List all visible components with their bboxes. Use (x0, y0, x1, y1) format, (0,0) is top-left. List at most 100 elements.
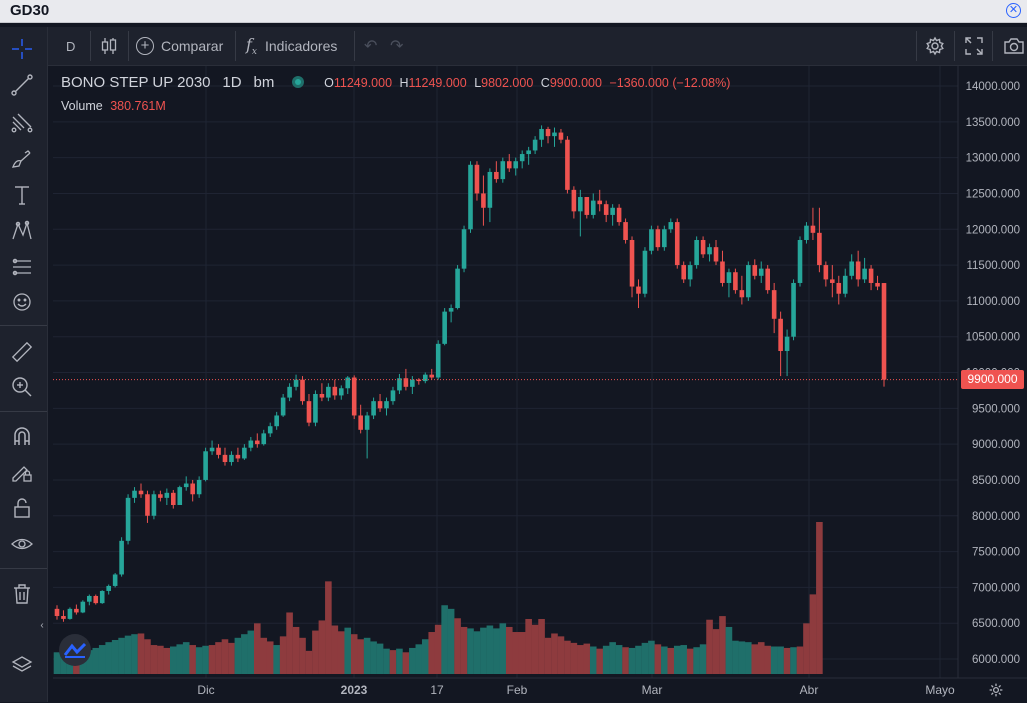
candle-body (442, 311, 447, 344)
volume-bar (544, 637, 552, 674)
lock-draw-icon[interactable] (8, 458, 36, 486)
volume-bar (441, 605, 448, 674)
compare-button[interactable]: + Comparar (136, 27, 223, 65)
time-tick-label: 17 (430, 683, 444, 697)
candle (306, 393, 312, 427)
volume-bar (370, 641, 377, 674)
fullscreen-icon[interactable] (964, 27, 984, 65)
candle-body (610, 207, 615, 215)
candle-body (287, 386, 292, 398)
text-icon[interactable] (8, 181, 36, 209)
volume-bar (234, 637, 242, 674)
volume-bar (292, 626, 300, 674)
candle (274, 411, 279, 430)
candle-body (862, 268, 867, 280)
fib-icon[interactable] (8, 109, 36, 137)
candle-body (300, 379, 305, 402)
candle-body (54, 608, 60, 617)
candle (532, 136, 538, 155)
candle-body (87, 595, 92, 602)
volume-bar (693, 647, 700, 674)
candle-body (700, 239, 706, 255)
volume-bar (215, 642, 222, 674)
candle-body (125, 497, 131, 541)
symbol-title[interactable]: BONO STEP UP 2030 (61, 74, 211, 91)
candle-body (500, 161, 506, 180)
candle-body (784, 336, 790, 352)
volume-bar (279, 636, 287, 674)
candle (578, 189, 583, 237)
candle-body (481, 193, 486, 208)
zoom-icon[interactable] (8, 373, 36, 401)
candle (571, 186, 577, 219)
candle-body (326, 386, 331, 398)
interval-button[interactable]: D (66, 38, 76, 54)
candle (190, 479, 195, 502)
candle (739, 275, 745, 305)
volume-bar (531, 624, 539, 674)
candle (216, 444, 221, 459)
forecast-icon[interactable] (8, 253, 36, 281)
volume-bar (648, 640, 655, 674)
trend-line-icon[interactable] (8, 71, 36, 99)
volume-label[interactable]: Volume (61, 99, 103, 113)
candle (474, 161, 480, 201)
magnet-icon[interactable] (8, 423, 36, 451)
lock-icon[interactable] (8, 494, 36, 522)
collapse-toolbar-icon[interactable]: ‹ (40, 619, 44, 631)
candle (855, 250, 861, 287)
volume-bar (221, 639, 229, 674)
candle (222, 447, 228, 466)
low-value: 9802.000 (481, 76, 534, 90)
candle (552, 127, 557, 147)
candle (229, 451, 234, 466)
indicators-button[interactable]: fx Indicadores (246, 27, 337, 65)
candle-body (358, 415, 363, 430)
tradingview-logo[interactable] (59, 634, 91, 666)
candle (455, 265, 460, 310)
volume-bar (577, 645, 584, 674)
candle (300, 376, 305, 405)
candle-body (545, 128, 551, 137)
price-tick-label: 13500.000 (966, 117, 1020, 129)
candle (468, 161, 473, 233)
candle-body (274, 415, 279, 427)
volume-bar (260, 637, 268, 674)
candles-icon[interactable] (100, 27, 118, 65)
candle (132, 487, 137, 503)
candle-body (248, 440, 254, 448)
volume-bar (144, 639, 151, 674)
candle (158, 490, 163, 502)
candle-body (642, 250, 648, 294)
undo-icon[interactable]: ↶ (364, 38, 378, 55)
settings-icon[interactable] (925, 27, 945, 65)
volume-bar (641, 642, 649, 674)
trash-icon[interactable] (8, 580, 36, 608)
ruler-icon[interactable] (8, 338, 36, 366)
volume-bar (318, 620, 326, 674)
axis-settings-icon[interactable] (988, 682, 1004, 698)
candle (694, 236, 699, 269)
volume-bar (725, 626, 733, 674)
candle (99, 590, 105, 604)
redo-icon[interactable]: ↷ (390, 38, 404, 55)
volume-bar (809, 594, 817, 674)
close-icon[interactable]: ✕ (1006, 3, 1021, 18)
camera-icon[interactable] (1003, 27, 1025, 65)
eye-icon[interactable] (8, 530, 36, 558)
candle-body (410, 379, 415, 387)
emoji-icon[interactable] (8, 288, 36, 316)
candle (629, 236, 635, 298)
time-tick-label: Mayo (925, 683, 955, 697)
brush-icon[interactable] (8, 145, 36, 173)
candle-body (280, 397, 286, 416)
candle-body (345, 377, 351, 389)
crosshair-icon[interactable] (8, 35, 36, 63)
candle (797, 236, 803, 287)
pattern-icon[interactable] (8, 217, 36, 245)
volume-value: 380.761M (110, 99, 166, 113)
volume-bar (357, 639, 364, 674)
candle-body (435, 343, 441, 378)
layers-icon[interactable] (8, 651, 36, 679)
